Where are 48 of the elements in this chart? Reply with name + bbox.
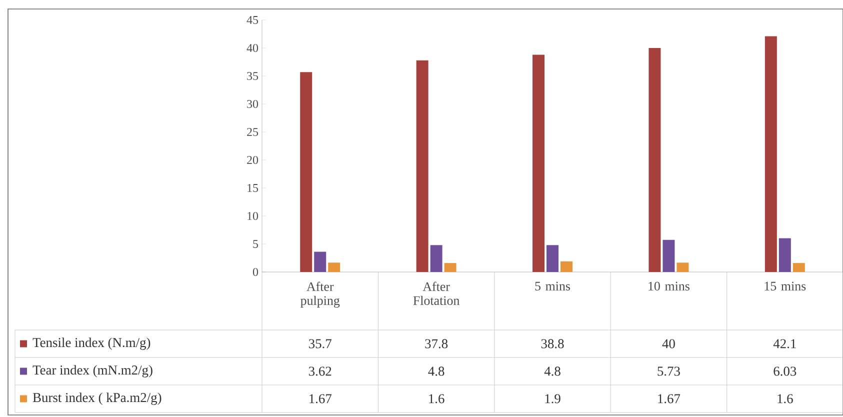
legend-label: Tear index (mN.m2/g) [32, 365, 152, 378]
y-tick-label: 15 [248, 184, 258, 192]
bar [430, 245, 442, 272]
bar [778, 238, 791, 272]
data-label: 4.8 [428, 366, 444, 376]
y-tick-label: 30 [247, 100, 258, 108]
data-label: 1.9 [545, 394, 560, 404]
bar [676, 262, 689, 272]
y-tick-label: 45 [246, 16, 258, 24]
data-label: 37.8 [425, 339, 448, 348]
bar [314, 252, 326, 272]
data-label: 1.6 [778, 394, 793, 404]
y-tick-label: 35 [247, 72, 258, 80]
data-label: 35.7 [308, 339, 332, 348]
x-tick-label: After pulping [300, 282, 340, 308]
bar [560, 261, 572, 272]
y-tick-label: 10 [248, 212, 258, 220]
legend-label: Burst index ( kPa.m2/g) [32, 392, 162, 405]
x-tick-label: 10 mins [648, 282, 690, 291]
data-label: 6.03 [774, 366, 796, 376]
data-label: 1.67 [658, 394, 680, 404]
data-label: 4.8 [544, 366, 560, 376]
bar [546, 245, 559, 272]
bar [662, 240, 675, 272]
y-tick-label: 20 [247, 156, 258, 164]
bar [792, 263, 805, 272]
x-tick-label: 15 mins [764, 282, 806, 290]
data-label: 40 [662, 339, 675, 348]
bar [648, 48, 661, 272]
bar [444, 263, 456, 272]
data-label: 38.8 [541, 339, 564, 348]
y-tick-label: 25 [247, 128, 258, 136]
y-tick-label: 40 [246, 44, 258, 52]
y-tick-label: 0 [252, 268, 258, 276]
data-label: 1.67 [310, 394, 332, 404]
x-tick-label: 5 mins [535, 282, 570, 290]
bar [764, 36, 777, 272]
legend-label: Tensile index (N.m/g) [32, 338, 150, 350]
x-tick-label: After Flotation [413, 282, 460, 305]
data-label: 1.6 [429, 394, 444, 404]
data-label: 3.62 [308, 366, 332, 376]
bar [416, 60, 428, 272]
bar [328, 262, 340, 272]
bar [532, 54, 545, 272]
y-tick-label: 5 [253, 240, 258, 248]
bar [300, 72, 312, 272]
data-label: 42.1 [773, 339, 796, 348]
data-label: 5.73 [658, 366, 680, 376]
